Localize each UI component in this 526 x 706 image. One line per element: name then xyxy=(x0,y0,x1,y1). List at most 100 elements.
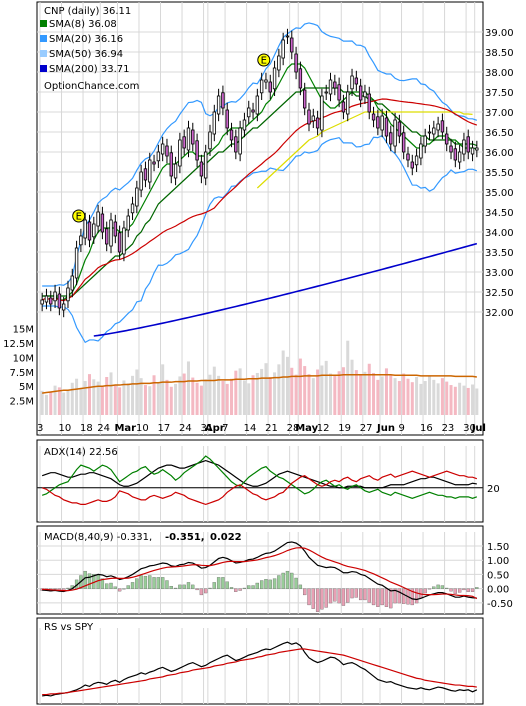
candle-body xyxy=(358,85,363,101)
macd-title: MACD(8,40,9) -0.331, xyxy=(44,532,152,543)
x-tick-label: 23 xyxy=(442,423,455,434)
macd-hist-bar xyxy=(350,588,354,599)
candle-body xyxy=(49,297,53,305)
candle-body xyxy=(277,55,281,71)
price-tick-label: 32.50 xyxy=(485,288,514,299)
candle-body xyxy=(423,135,427,147)
legend-sma50: SMA(50) 36.94 xyxy=(40,49,123,60)
volume-bar xyxy=(118,387,122,415)
volume-bar xyxy=(217,375,221,415)
x-tick-label: Mar xyxy=(114,423,136,434)
candle-body xyxy=(324,91,328,94)
candle-body xyxy=(160,143,165,155)
volume-bar xyxy=(191,377,195,415)
legend-label-sma8: SMA(8) 36.08 xyxy=(49,19,117,30)
candle-body xyxy=(302,89,307,109)
adx-lines xyxy=(41,455,478,506)
macd-lines xyxy=(42,541,478,601)
candle-body xyxy=(105,228,109,245)
macd-hist-bar xyxy=(169,585,173,589)
volume-bar xyxy=(161,364,165,415)
volume-bar xyxy=(350,359,354,415)
x-tick-label: 10 xyxy=(59,423,72,434)
sma-line-4 xyxy=(93,242,478,337)
volume-bar xyxy=(277,364,281,415)
earnings-marker-label: E xyxy=(261,56,267,67)
candle-body xyxy=(475,147,479,151)
volume-bar xyxy=(169,386,173,415)
macd-hist-bar xyxy=(371,588,376,606)
macd-hist-bar xyxy=(109,582,113,589)
candle-body xyxy=(410,161,414,169)
volume-bar xyxy=(225,383,229,415)
candle-body xyxy=(427,131,432,134)
legend-sma8: SMA(8) 36.08 xyxy=(40,19,117,30)
candle-body xyxy=(328,79,333,95)
candle-body xyxy=(264,79,268,83)
rs-title: RS vs SPY xyxy=(44,622,94,633)
candle-body xyxy=(173,163,178,179)
volume-average-line xyxy=(42,373,477,394)
volume-tick-label: 12.5M xyxy=(3,339,34,350)
macd-hist-bar xyxy=(238,588,242,591)
x-tick-label: 21 xyxy=(265,423,278,434)
macd-hist-bar xyxy=(466,588,470,592)
macd-hist-bar xyxy=(242,587,247,589)
legend-sma20: SMA(20) 36.16 xyxy=(40,34,123,45)
volume-bars xyxy=(40,340,479,415)
macd-hist-bar xyxy=(380,588,384,606)
candle-body xyxy=(135,187,139,207)
candle-body xyxy=(453,148,458,161)
volume-bar xyxy=(333,375,337,415)
macd-hist-bar xyxy=(436,584,440,589)
volume-bar xyxy=(105,377,109,415)
volume-bar xyxy=(346,340,350,415)
candle-body xyxy=(83,219,87,239)
macd-hist-bar xyxy=(333,588,337,602)
macd-hist-bar xyxy=(186,582,191,589)
candle-body xyxy=(272,67,277,90)
candle-body xyxy=(242,119,247,131)
macd-hist-bar xyxy=(264,579,268,589)
macd-hist-bar xyxy=(87,573,92,589)
volume-bar xyxy=(109,372,113,415)
macd-hist-bar xyxy=(303,588,307,596)
candle-body xyxy=(212,111,217,135)
adx-y-axis: 20 xyxy=(487,484,500,495)
volume-tick-label: 5M xyxy=(19,382,34,393)
volume-bar xyxy=(70,382,74,415)
macd-hist-bar xyxy=(161,577,165,589)
volume-bar xyxy=(264,363,268,415)
price-tick-label: 33.50 xyxy=(485,248,514,259)
volume-tick-label: 15M xyxy=(13,325,34,336)
volume-bar xyxy=(268,377,272,415)
macd-hist-bar xyxy=(367,588,371,603)
macd-hist-bar xyxy=(182,584,186,589)
legend-label-sma50: SMA(50) 36.94 xyxy=(49,49,123,60)
volume-bar xyxy=(337,371,341,415)
candle-body xyxy=(208,131,212,150)
price-tick-label: 38.50 xyxy=(485,48,514,59)
candle-body xyxy=(457,151,462,163)
price-tick-label: 33.00 xyxy=(485,268,514,279)
macd-hist-bar xyxy=(148,575,152,589)
macd-y-axis: 1.50 1.00 0.50 0.00 -0.50 xyxy=(487,542,513,610)
chart-title: CNP (daily) 36.11 xyxy=(44,6,131,17)
chart-subtitle: OptionChance.com xyxy=(44,81,139,92)
candle-body xyxy=(445,133,449,145)
candle-body xyxy=(96,211,100,227)
volume-bar xyxy=(359,375,363,415)
candle-body xyxy=(354,77,359,85)
volume-bar xyxy=(87,374,92,415)
price-candles xyxy=(40,28,479,318)
volume-bar xyxy=(449,385,453,415)
candle-body xyxy=(367,93,371,113)
x-tick-label: 18 xyxy=(80,423,93,434)
x-tick-label: 24 xyxy=(179,423,192,434)
candle-body xyxy=(307,109,311,125)
adx-line-1 xyxy=(41,455,478,499)
macd-hist-bar xyxy=(139,575,143,589)
candle-body xyxy=(419,143,423,159)
price-tick-label: 38.00 xyxy=(485,68,514,79)
price-tick-label: 37.00 xyxy=(485,108,514,119)
